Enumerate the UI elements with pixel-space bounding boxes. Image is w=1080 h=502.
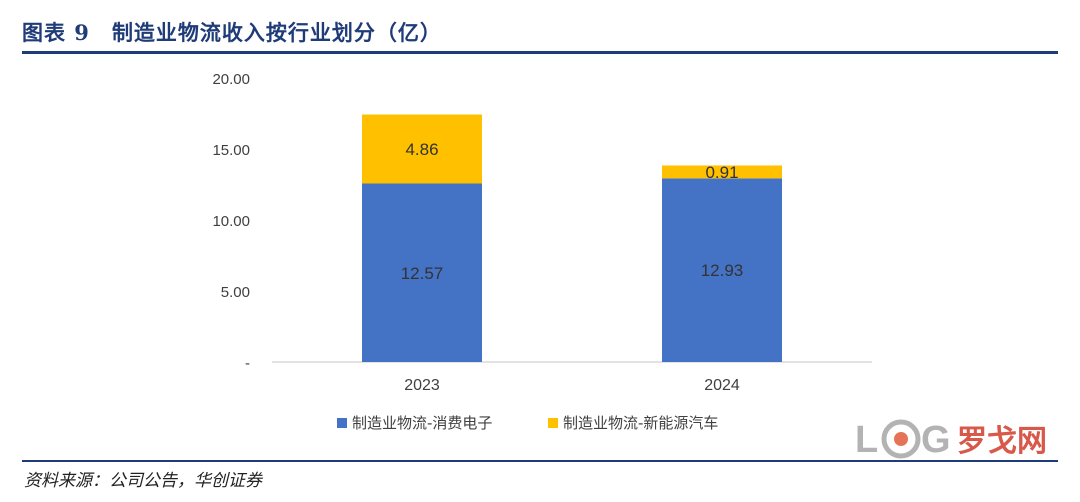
y-tick-label: 15.00: [212, 142, 250, 159]
bar-segment: [362, 183, 482, 362]
figure-title: 制造业物流收入按行业划分（亿）: [111, 21, 442, 45]
legend-label: 制造业物流-新能源汽车: [563, 414, 718, 432]
chart: - 5.00 10.00 15.00 20.00 12.57 4.86 2023 12.93 0.…: [212, 71, 872, 432]
data-label: 12.93: [701, 261, 744, 280]
y-tick-label: 5.00: [221, 284, 250, 301]
figure-label: 图表 9: [22, 20, 90, 45]
source-note: 资料来源：公司公告，华创证券: [24, 471, 262, 491]
bar-segment: [362, 114, 482, 184]
footer-rule: [22, 460, 1058, 462]
bar-segment: [662, 165, 782, 179]
title-rule: [22, 51, 1058, 54]
watermark-logo: L G 罗戈网: [855, 419, 1047, 460]
bar-segment: [662, 178, 782, 362]
data-label: 0.91: [705, 163, 738, 182]
y-tick-label: 20.00: [212, 71, 250, 88]
watermark-text: 罗戈网: [957, 424, 1047, 459]
x-tick-label: 2024: [704, 377, 740, 394]
watermark-target-icon: [881, 419, 921, 459]
x-tick-label: 2023: [404, 377, 440, 394]
legend-swatch: [337, 418, 347, 428]
legend-label: 制造业物流-消费电子: [352, 414, 492, 432]
y-tick-label: -: [245, 355, 250, 372]
legend-swatch: [548, 418, 558, 428]
figure-title-bar: 图表 9 制造业物流收入按行业划分（亿）: [22, 14, 442, 50]
data-label: 4.86: [405, 140, 438, 159]
watermark-l: L: [855, 419, 878, 460]
watermark-g: G: [921, 419, 951, 460]
data-label: 12.57: [401, 264, 444, 283]
y-tick-label: 10.00: [212, 213, 250, 230]
